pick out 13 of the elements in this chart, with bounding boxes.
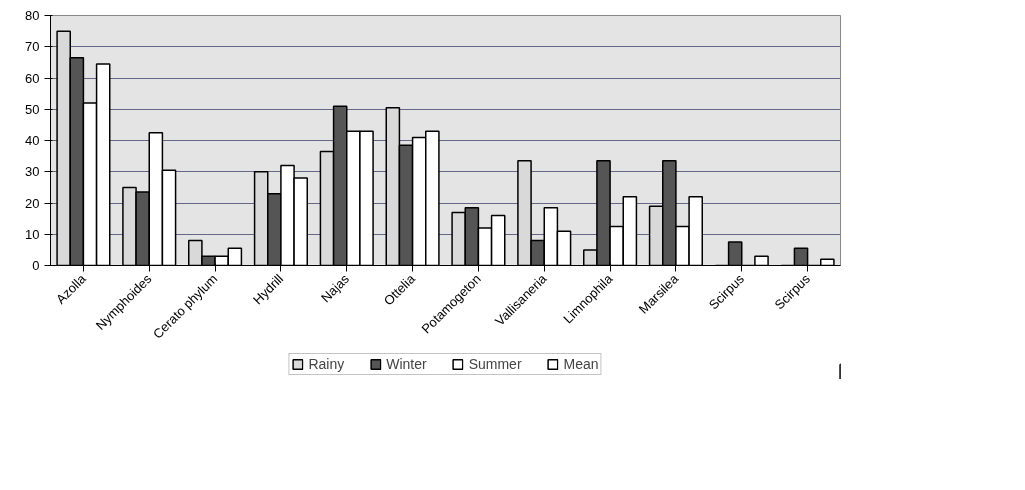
y-tick-label: 50 xyxy=(25,101,40,117)
legend-label: Rainy xyxy=(308,356,345,372)
legend-label: Winter xyxy=(386,356,427,372)
y-tick-label: 0 xyxy=(32,258,40,273)
y-tick-label: 80 xyxy=(25,8,40,23)
y-tick-label: 30 xyxy=(25,164,40,180)
y-tick-label: 40 xyxy=(25,133,40,148)
y-tick-label: 70 xyxy=(25,39,40,55)
y-tick-label: 60 xyxy=(25,70,40,86)
legend-label: Summer xyxy=(468,356,522,372)
y-tick-label: 20 xyxy=(25,195,40,211)
legend-label: Mean xyxy=(563,356,599,372)
y-tick-label: 10 xyxy=(25,226,40,242)
